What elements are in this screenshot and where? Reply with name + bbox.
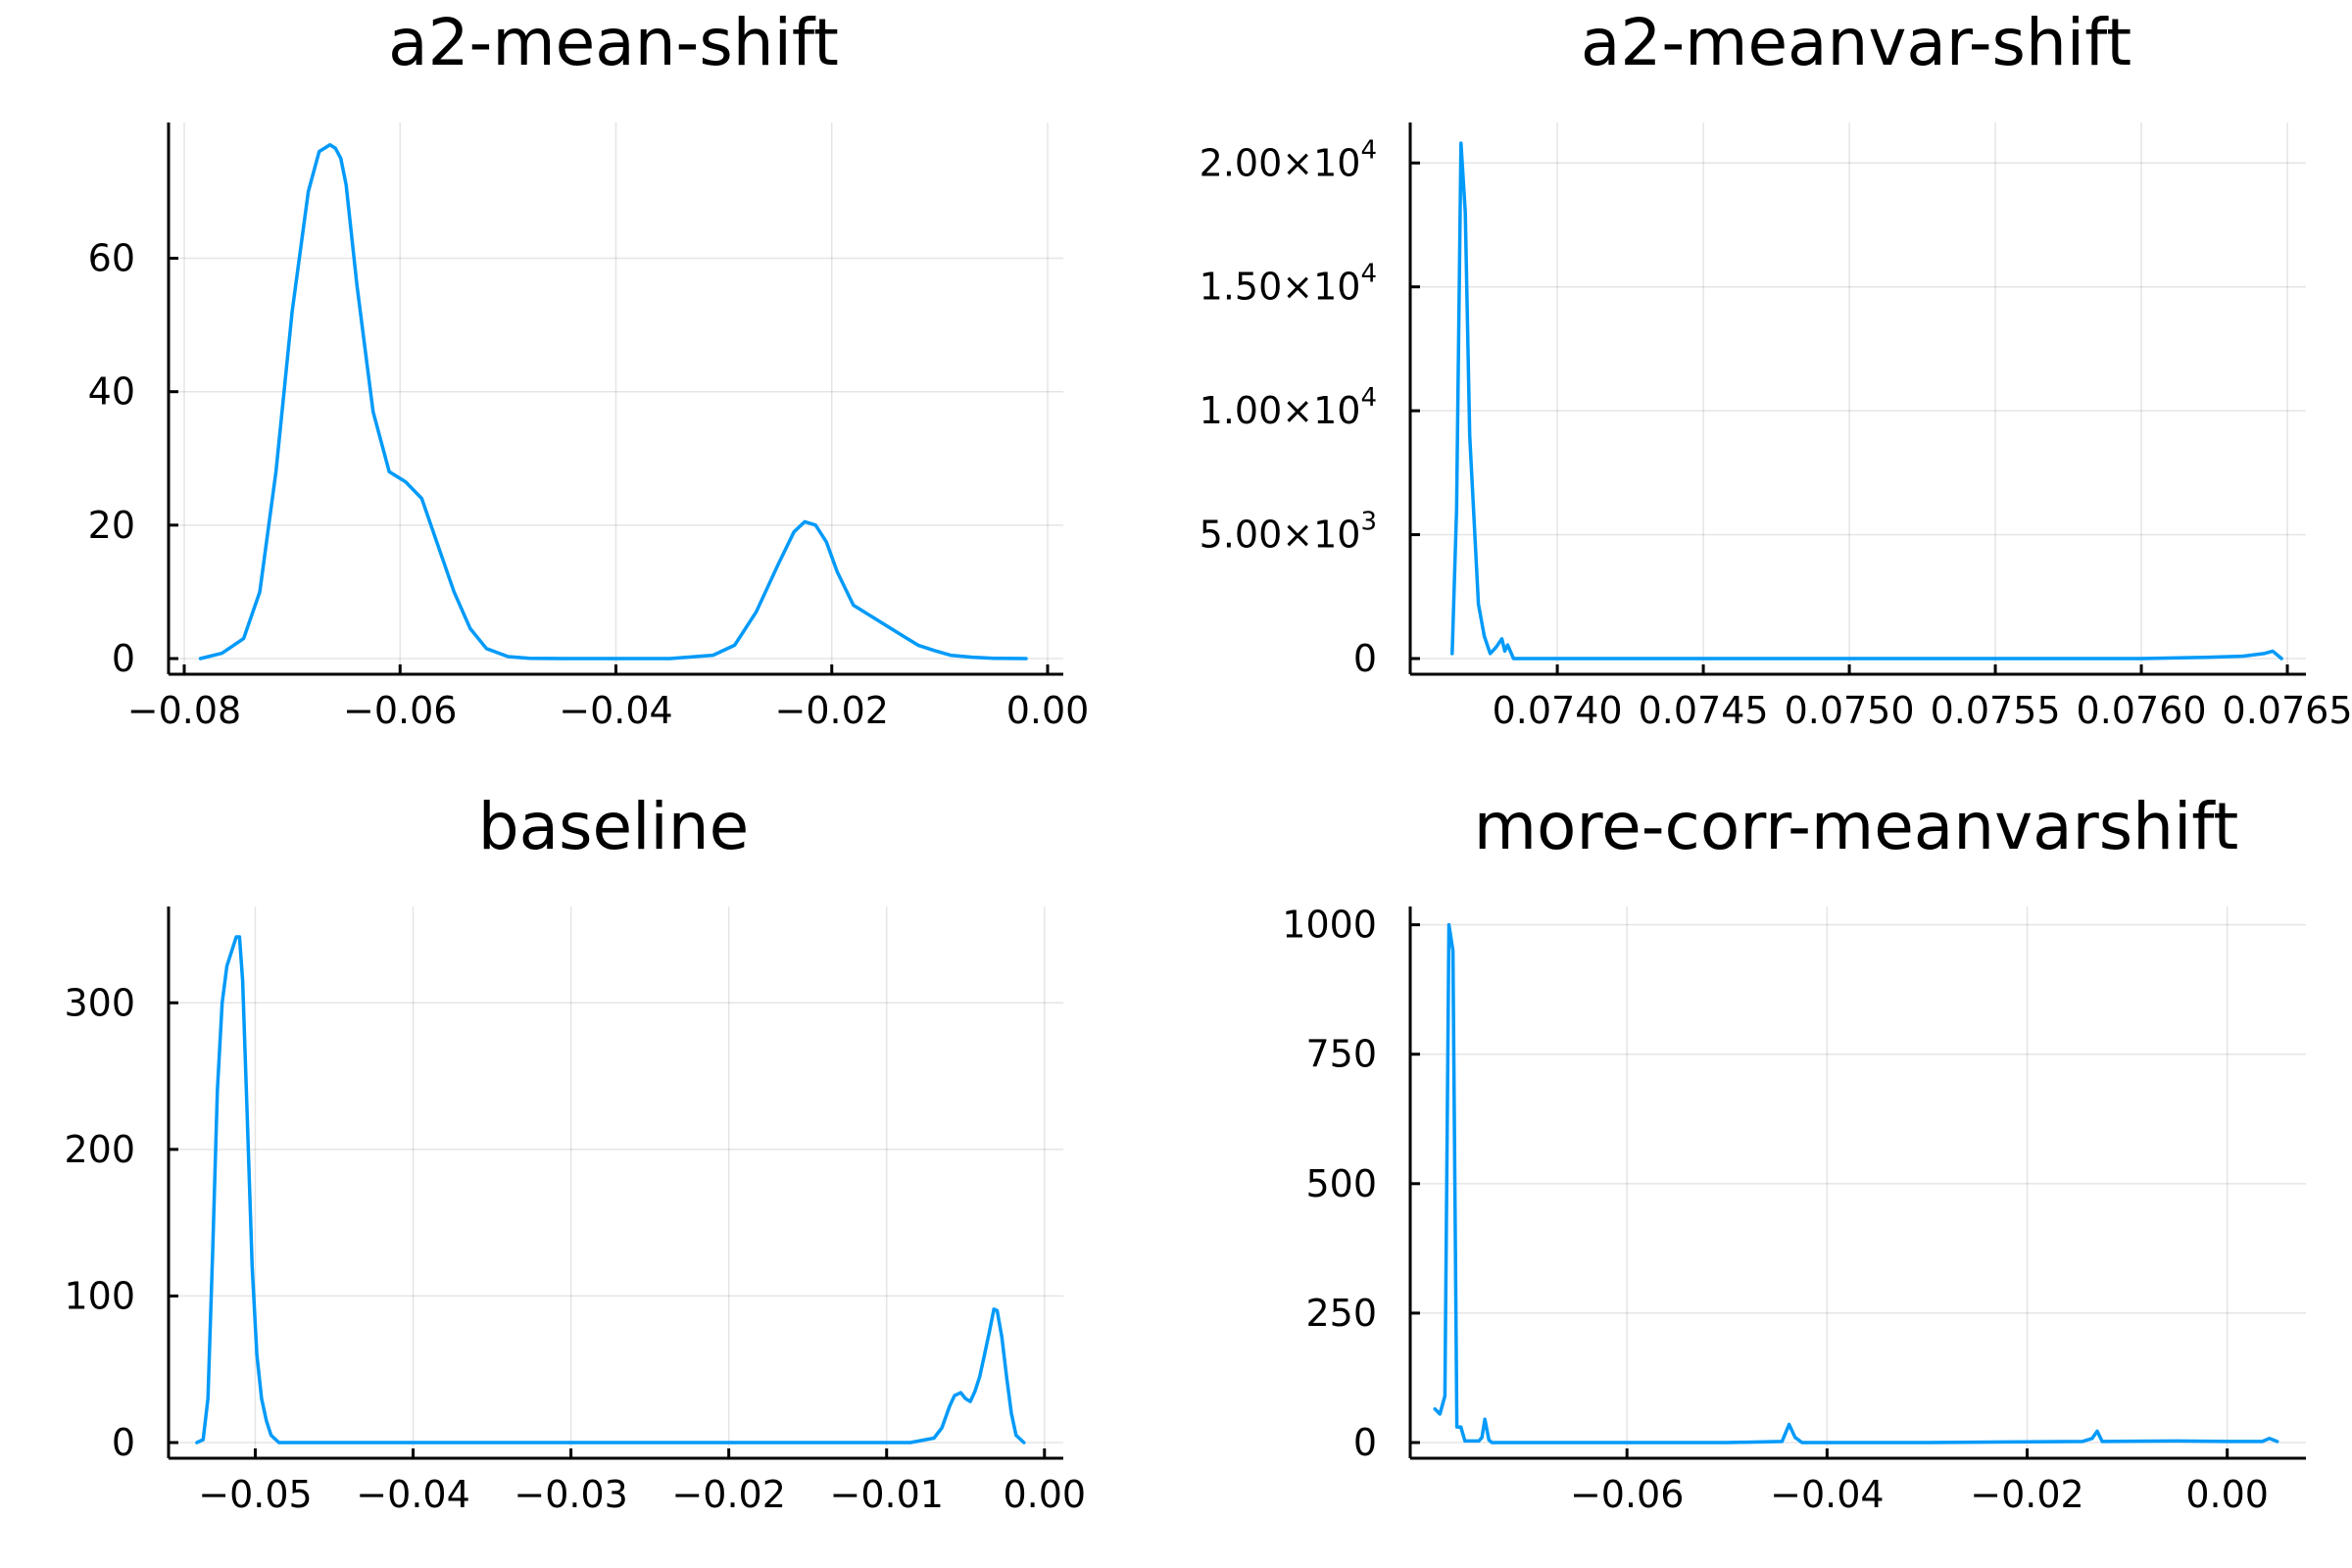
- y-tick-label: 0: [112, 1421, 135, 1464]
- axes: [167, 906, 1063, 1460]
- chart-title: a2-meanvar-shift: [1581, 5, 2132, 80]
- x-tick-labels: −0.06 −0.04 −0.02 0.00: [1570, 1473, 2269, 1516]
- x-tick-label: −0.01: [829, 1473, 943, 1516]
- x-tick-labels: −0.08 −0.06 −0.04 −0.02 0.00: [127, 689, 1090, 732]
- x-tick-label: 0.0740: [1493, 689, 1623, 732]
- density-line: [198, 143, 1028, 661]
- y-tick-label: 500: [1305, 1162, 1377, 1205]
- x-tick-label: −0.05: [198, 1473, 312, 1516]
- density-line: [1433, 922, 2279, 1445]
- x-tick-label: −0.04: [1770, 1473, 1884, 1516]
- x-tick-label: 0.00: [1006, 689, 1090, 732]
- subplot-more-corr-meanvarshift: more-corr-meanvarshift −0.06 −0.04 −0.02 0.…: [1282, 789, 2306, 1516]
- y-tick-label: 5.00×103: [1200, 508, 1377, 557]
- axes: [1408, 122, 2306, 676]
- y-tick-label: 40: [88, 370, 135, 414]
- x-tick-labels: −0.05 −0.04 −0.03 −0.02 −0.01 0.00: [198, 1473, 1086, 1516]
- x-tick-label: −0.02: [1970, 1473, 2083, 1516]
- subplot-a2-mean-shift: a2-mean-shift −0.08 −0.06 −0.04 −0.02 0.00 0…: [88, 5, 1090, 732]
- chart-title: more-corr-meanvarshift: [1474, 789, 2238, 864]
- y-tick-label: 1000: [1282, 904, 1377, 947]
- x-tick-label: −0.03: [514, 1473, 627, 1516]
- y-tick-label: 20: [88, 504, 135, 547]
- x-tick-label: 0.0750: [1785, 689, 1915, 732]
- x-tick-label: −0.02: [671, 1473, 785, 1516]
- x-tick-label: 0.00: [1003, 1473, 1086, 1516]
- y-tick-label: 0: [1353, 637, 1377, 680]
- plot-area: [195, 935, 1026, 1445]
- x-tick-labels: 0.0740 0.0745 0.0750 0.0755 0.0760 0.0765: [1493, 689, 2352, 732]
- y-tick-labels: 0 250 500 750 1000: [1282, 904, 1377, 1464]
- x-tick-label: −0.08: [127, 689, 241, 732]
- x-tick-label: −0.06: [343, 689, 457, 732]
- subplot-baseline: baseline −0.05 −0.04 −0.03 −0.02 −0.01 0.00 0…: [64, 789, 1086, 1516]
- y-tick-label: 2.00×104: [1200, 135, 1377, 184]
- grid: [169, 122, 1063, 674]
- plot-area: [1450, 141, 2283, 661]
- y-tick-label: 0: [1353, 1421, 1377, 1464]
- y-tick-label: 750: [1305, 1033, 1377, 1076]
- chart-title: a2-mean-shift: [388, 5, 839, 80]
- y-tick-label: 1.50×104: [1200, 260, 1377, 309]
- y-tick-label: 60: [88, 237, 135, 280]
- chart-title: baseline: [478, 789, 749, 864]
- subplot-a2-meanvar-shift: a2-meanvar-shift 0.0740 0.0745 0.0750 0.075…: [1200, 5, 2352, 732]
- y-tick-label: 200: [64, 1128, 135, 1171]
- x-tick-label: 0.0755: [1931, 689, 2061, 732]
- y-tick-label: 250: [1305, 1292, 1377, 1335]
- y-tick-label: 300: [64, 981, 135, 1024]
- plot-area: [198, 143, 1028, 661]
- axes: [167, 122, 1063, 676]
- x-tick-label: 0.0760: [2077, 689, 2207, 732]
- plot-area: [1433, 922, 2279, 1445]
- y-tick-labels: 0 5.00×103 1.00×104 1.50×104 2.00×104: [1200, 135, 1377, 680]
- x-tick-label: −0.04: [356, 1473, 469, 1516]
- y-tick-label: 100: [64, 1274, 135, 1317]
- x-tick-label: −0.02: [775, 689, 889, 732]
- y-tick-labels: 0 100 200 300: [64, 981, 135, 1464]
- y-tick-label: 0: [112, 637, 135, 680]
- x-tick-label: 0.0745: [1639, 689, 1769, 732]
- x-tick-label: −0.06: [1570, 1473, 1684, 1516]
- x-tick-label: 0.00: [2185, 1473, 2269, 1516]
- density-line: [1450, 141, 2283, 661]
- x-tick-label: −0.04: [559, 689, 672, 732]
- axes: [1408, 906, 2306, 1460]
- density-line: [195, 935, 1026, 1445]
- x-tick-label: 0.0765: [2223, 689, 2352, 732]
- y-tick-label: 1.00×104: [1200, 383, 1377, 432]
- y-tick-labels: 0 20 40 60: [88, 237, 135, 680]
